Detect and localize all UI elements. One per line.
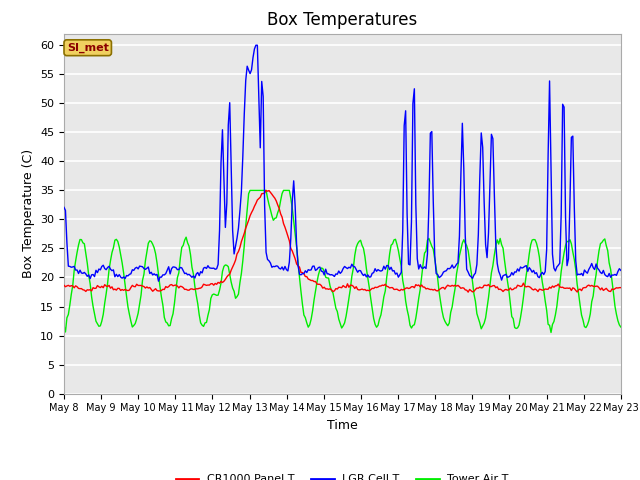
Title: Box Temperatures: Box Temperatures — [268, 11, 417, 29]
X-axis label: Time: Time — [327, 419, 358, 432]
Y-axis label: Box Temperature (C): Box Temperature (C) — [22, 149, 35, 278]
Text: SI_met: SI_met — [67, 43, 109, 53]
Legend: CR1000 Panel T, LGR Cell T, Tower Air T: CR1000 Panel T, LGR Cell T, Tower Air T — [172, 470, 513, 480]
